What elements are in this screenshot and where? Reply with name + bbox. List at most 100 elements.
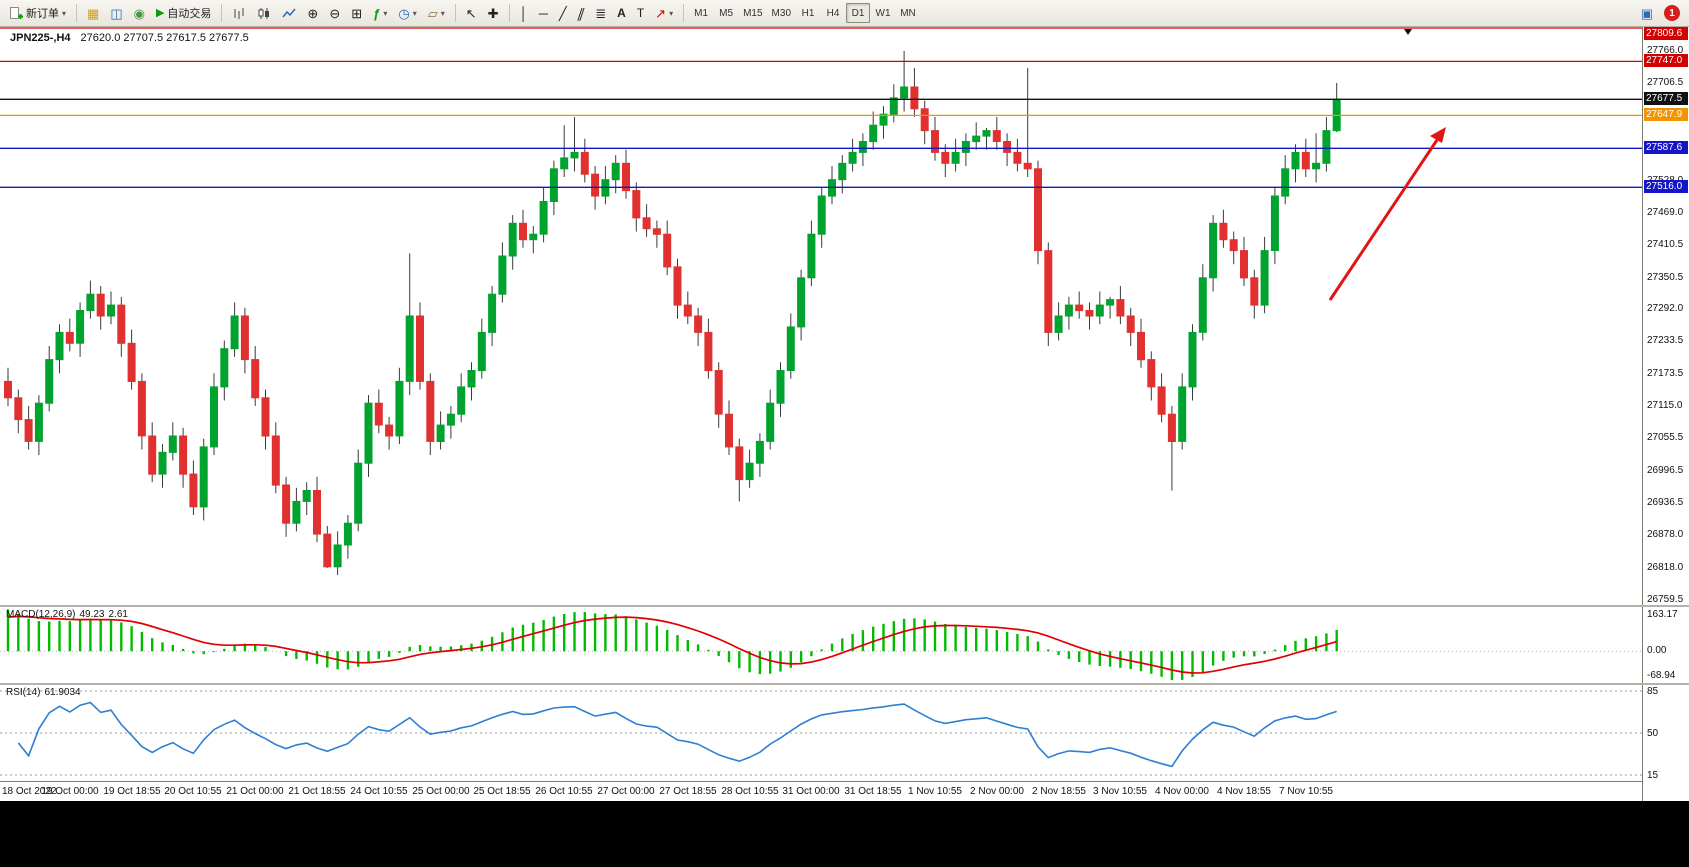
main-chart-pane[interactable]: JPN225-,H4 27620.0 27707.5 27617.5 27677.… xyxy=(0,27,1642,605)
notifications-button[interactable]: 1 xyxy=(1659,2,1685,24)
templates-button[interactable]: ▱ ▾ xyxy=(423,2,450,24)
fibonacci-button[interactable]: ≣ xyxy=(590,2,611,24)
caret-down-icon: ▾ xyxy=(669,8,674,18)
new-order-button[interactable]: 新订单 ▾ xyxy=(4,2,71,24)
rsi-axis-label: 85 xyxy=(1647,686,1659,697)
pane-divider[interactable] xyxy=(0,605,1689,607)
date-axis[interactable]: 18 Oct 2022 19 Oct 00:00 19 Oct 18:55 20 Oc… xyxy=(0,781,1642,801)
candle-body xyxy=(1167,413,1176,443)
timeframe-m30-button[interactable]: M30 xyxy=(768,3,795,23)
date-label: 2 Nov 00:00 xyxy=(970,786,1024,797)
macd-label-row: MACD(12,26,9) 49.23 2.61 xyxy=(6,609,132,620)
zoom-in-button[interactable]: ⊕ xyxy=(302,2,323,24)
price-tick-label: 26878.0 xyxy=(1647,529,1684,540)
macd-svg xyxy=(0,609,1642,681)
auto-trading-button[interactable]: ▶ 自动交易 xyxy=(151,2,216,24)
candle-body xyxy=(766,402,775,442)
profiles-button[interactable]: ◫ xyxy=(105,2,127,24)
periods-button[interactable]: ◷ ▾ xyxy=(393,2,421,24)
indicators-button[interactable]: ƒ ▾ xyxy=(368,2,392,24)
macd-main-value: 49.23 xyxy=(79,609,105,620)
horizontal-line-button[interactable]: ─ xyxy=(534,2,553,24)
candle-body xyxy=(1064,304,1073,317)
rsi-axis-label: 50 xyxy=(1647,728,1659,739)
timeframe-mn-button[interactable]: MN xyxy=(896,3,920,23)
candle-body xyxy=(1157,386,1166,415)
label-tool-button[interactable]: T xyxy=(632,2,649,24)
cursor-button[interactable]: ↖ xyxy=(461,2,482,24)
timeframe-m5-button[interactable]: M5 xyxy=(714,3,738,23)
rsi-label-row: RSI(14) 61.9034 xyxy=(6,687,85,698)
candle-body xyxy=(745,462,754,481)
zoom-out-icon: ⊖ xyxy=(329,5,341,21)
candle-body xyxy=(1322,130,1331,164)
macd-axis[interactable]: 163.17 0.00 -68.94 xyxy=(1643,607,1689,683)
vertical-line-button[interactable]: │ xyxy=(515,2,533,24)
candle-body xyxy=(570,151,579,159)
candle-body xyxy=(137,380,146,437)
candle-body xyxy=(755,440,764,464)
rsi-pane[interactable]: RSI(14) 61.9034 xyxy=(0,685,1642,781)
text-tool-button[interactable]: A xyxy=(612,2,631,24)
candle-body xyxy=(436,424,445,443)
candlestick-mode-button[interactable] xyxy=(252,2,276,24)
market-watch-icon: ◉ xyxy=(133,5,145,21)
candle-body xyxy=(549,168,558,203)
crosshair-button[interactable]: ✚ xyxy=(483,2,504,24)
price-chart-svg[interactable] xyxy=(0,27,1642,605)
date-label: 1 Nov 10:55 xyxy=(908,786,962,797)
candle-body xyxy=(1198,277,1207,333)
candle-body xyxy=(1291,151,1300,170)
macd-pane[interactable]: MACD(12,26,9) 49.23 2.61 xyxy=(0,607,1642,683)
timeframe-m1-button[interactable]: M1 xyxy=(689,3,713,23)
date-label: 28 Oct 10:55 xyxy=(721,786,779,797)
trend-arrow[interactable] xyxy=(1328,139,1439,301)
candle-body xyxy=(240,315,249,361)
candle-body xyxy=(776,370,785,404)
price-tick-label: 27410.5 xyxy=(1647,239,1684,250)
macd-signal-value: 2.61 xyxy=(108,609,128,620)
tile-windows-button[interactable]: ⊞ xyxy=(346,2,367,24)
timeframe-w1-button[interactable]: W1 xyxy=(871,3,895,23)
bar-chart-mode-button[interactable] xyxy=(227,2,251,24)
candle-body xyxy=(1023,162,1032,170)
candle-body xyxy=(477,331,486,372)
candle-body xyxy=(591,173,600,197)
candle-body xyxy=(632,190,641,219)
candle-body xyxy=(189,473,198,508)
price-tick-label: 27292.0 xyxy=(1647,303,1684,314)
toolbar-separator xyxy=(508,4,510,22)
timeframe-m15-button[interactable]: M15 xyxy=(739,3,766,23)
trend-arrow-head xyxy=(1430,127,1446,143)
channel-icon: ∥ xyxy=(575,5,587,21)
zoom-out-button[interactable]: ⊖ xyxy=(324,2,345,24)
candle-body xyxy=(488,293,497,333)
arrows-tool-button[interactable]: ↗ ▾ xyxy=(650,2,678,24)
price-axis[interactable]: 27766.027706.527647.027587.527528.027469… xyxy=(1643,27,1689,605)
candle-body xyxy=(446,413,455,426)
clock-icon: ◷ xyxy=(398,5,410,21)
price-tick-label: 26996.5 xyxy=(1647,465,1684,476)
candle-body xyxy=(1219,222,1228,241)
candle-body xyxy=(148,435,157,475)
candle-body xyxy=(374,402,383,426)
channel-button[interactable]: ∥ xyxy=(573,2,590,24)
rsi-axis[interactable]: 85 50 15 xyxy=(1643,685,1689,781)
axis-column: 27766.027706.527647.027587.527528.027469… xyxy=(1642,27,1689,801)
timeframe-h1-button[interactable]: H1 xyxy=(796,3,820,23)
date-label: 2 Nov 18:55 xyxy=(1032,786,1086,797)
candle-body xyxy=(14,397,23,421)
chart-window-button[interactable]: ▦ xyxy=(82,2,104,24)
candle-body xyxy=(282,484,291,524)
candle-body xyxy=(838,162,847,181)
trendline-button[interactable]: ╱ xyxy=(554,2,572,24)
community-button[interactable]: ▣ xyxy=(1636,2,1658,24)
market-watch-button[interactable]: ◉ xyxy=(129,2,150,24)
pane-divider[interactable] xyxy=(0,683,1689,685)
timeframe-h4-button[interactable]: H4 xyxy=(821,3,845,23)
date-label: 20 Oct 10:55 xyxy=(164,786,222,797)
candle-body xyxy=(920,108,929,132)
line-chart-mode-button[interactable] xyxy=(277,2,301,24)
candle-body xyxy=(426,380,435,442)
timeframe-d1-button[interactable]: D1 xyxy=(846,3,870,23)
